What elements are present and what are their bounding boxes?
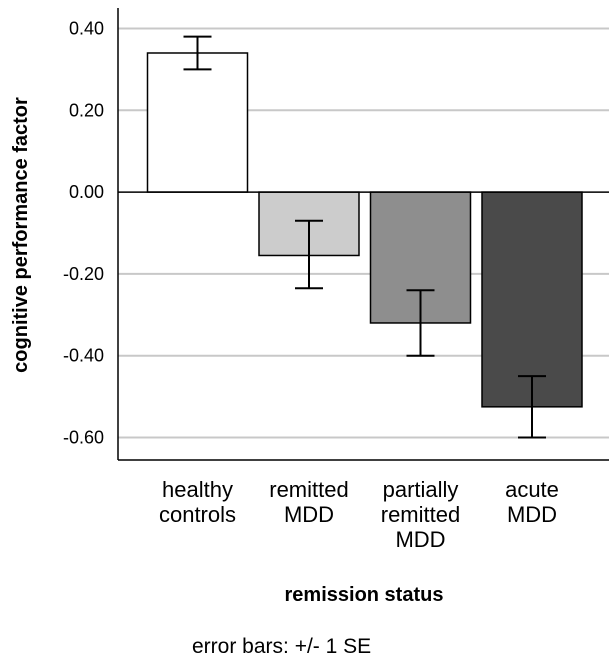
axes xyxy=(117,8,609,461)
bar xyxy=(481,191,583,408)
y-axis-title: cognitive performance factor xyxy=(10,97,32,373)
x-category-label: remitted MDD xyxy=(269,477,348,527)
x-category-label-line: remitted xyxy=(381,502,460,527)
bar xyxy=(146,52,249,193)
x-category-label: acute MDD xyxy=(505,477,559,527)
y-tick-label: 0.00 xyxy=(69,182,104,202)
x-category-label: partially remitted MDD xyxy=(381,477,460,552)
x-category-label: healthy controls xyxy=(159,477,236,527)
x-category-label-line: partially xyxy=(383,477,459,502)
y-tick-label: 0.40 xyxy=(69,18,104,38)
x-category-label-line: remitted xyxy=(269,477,348,502)
x-category-label-line: healthy xyxy=(162,477,233,502)
x-category-label-line: acute xyxy=(505,477,559,502)
x-category-label-line: MDD xyxy=(507,502,557,527)
bars xyxy=(146,52,583,408)
y-tick-labels: 0.40 0.20 0.00 -0.20 -0.40 -0.60 xyxy=(63,18,104,447)
error-bars xyxy=(183,35,546,439)
footnote-error-bars: error bars: +/- 1 SE xyxy=(192,635,371,658)
y-tick-label: -0.40 xyxy=(63,346,104,366)
x-category-label-line: controls xyxy=(159,502,236,527)
x-category-label-line: MDD xyxy=(395,527,445,552)
x-category-label-line: MDD xyxy=(284,502,334,527)
x-axis-title: remission status xyxy=(285,584,444,606)
y-tick-label: 0.20 xyxy=(69,100,104,120)
y-tick-label: -0.60 xyxy=(63,428,104,448)
y-tick-label: -0.20 xyxy=(63,264,104,284)
